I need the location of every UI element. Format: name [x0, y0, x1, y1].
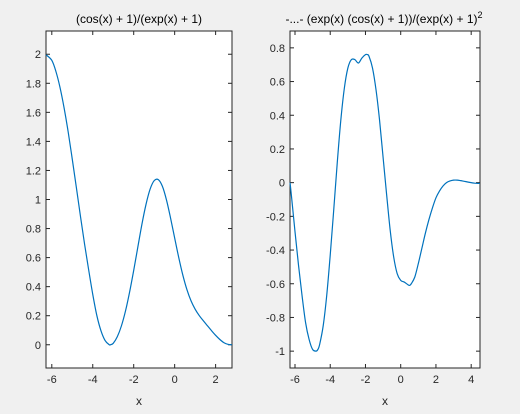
right-x-tick-label: 2 [433, 374, 439, 386]
right-chart-title-main: -...- (exp(x) (cos(x) + 1))/(exp(x) + 1) [285, 12, 477, 26]
left-y-tick-label: 1.4 [26, 136, 41, 148]
left-x-tick-label: -4 [88, 374, 98, 386]
right-chart-title-superscript: 2 [478, 10, 483, 20]
left-y-tick-label: 0.6 [26, 253, 41, 265]
right-y-tick-label: -1 [275, 346, 285, 358]
left-y-tick-label: 2 [35, 49, 41, 61]
right-y-tick-label: 0.8 [270, 43, 285, 55]
left-y-tick-label: 1 [35, 195, 41, 207]
right-x-tick-label: -2 [361, 374, 371, 386]
right-y-tick-label: -0.8 [266, 312, 285, 324]
left-y-tick-label: 1.6 [26, 107, 41, 119]
left-y-tick-label: 0 [35, 340, 41, 352]
left-chart-title: (cos(x) + 1)/(exp(x) + 1) [76, 12, 202, 26]
left-plot-area [45, 30, 233, 369]
left-x-axis-label: x [136, 394, 142, 408]
left-y-tick-label: 0.4 [26, 282, 41, 294]
left-x-tick-label: -6 [47, 374, 57, 386]
right-x-tick-label: -4 [325, 374, 335, 386]
right-chart-title: -...- (exp(x) (cos(x) + 1))/(exp(x) + 1)… [285, 10, 482, 26]
left-series-line [45, 54, 233, 346]
right-x-tick-label: -6 [290, 374, 300, 386]
left-x-tick-label: 2 [213, 374, 219, 386]
right-y-tick-label: 0.4 [270, 110, 285, 122]
right-series-line [289, 53, 481, 352]
right-axes: -6 -4 -2 0 2 4 -1 -0.8 -0.6 -0.4 -0.2 0 0.2 0.4 0.6 0.8… [266, 10, 482, 408]
right-y-tick-label: -0.6 [266, 279, 285, 291]
left-axes: -6 -4 -2 0 2 0 0.2 0.4 0.6 0.8 1 1.2 1.4 1.6 1.8 2 (cos… [26, 12, 233, 408]
right-x-axis-label: x [382, 394, 388, 408]
left-y-tick-label: 0.8 [26, 224, 41, 236]
left-y-tick-label: 0.2 [26, 311, 41, 323]
left-x-tick-label: 0 [172, 374, 178, 386]
right-x-tick-label: 4 [468, 374, 474, 386]
right-x-tick-label: 0 [398, 374, 404, 386]
right-plot-area [289, 30, 481, 369]
right-y-tick-label: 0.2 [270, 144, 285, 156]
left-x-tick-label: -2 [129, 374, 139, 386]
right-y-tick-label: 0 [279, 178, 285, 190]
right-y-tick-label: -0.4 [266, 245, 285, 257]
right-y-tick-label: 0.6 [270, 77, 285, 89]
left-y-tick-label: 1.8 [26, 78, 41, 90]
right-y-tick-label: -0.2 [266, 211, 285, 223]
left-y-tick-label: 1.2 [26, 165, 41, 177]
